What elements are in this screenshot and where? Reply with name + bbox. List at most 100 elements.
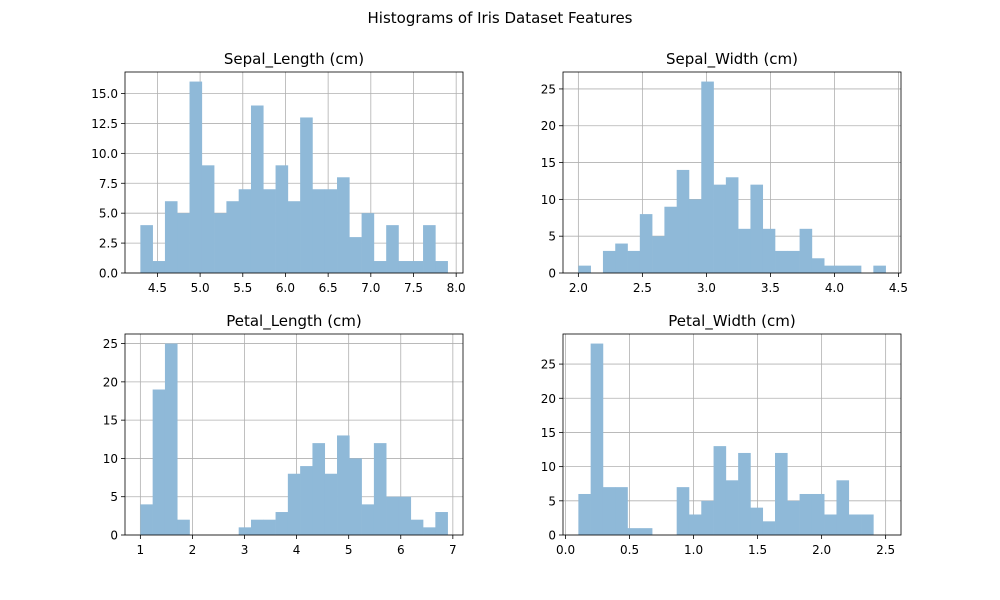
histogram-bar — [140, 225, 153, 273]
x-tick-label: 6 — [397, 543, 405, 557]
histogram-bar — [750, 507, 764, 535]
histogram-bar — [799, 493, 813, 535]
histogram-bar — [701, 81, 714, 273]
histogram-bar — [423, 527, 436, 535]
x-tick-label: 6.5 — [319, 281, 338, 295]
y-tick-label: 12.5 — [91, 117, 118, 131]
y-tick-label: 15 — [541, 426, 556, 440]
histogram-bar — [824, 514, 837, 535]
histogram-bar — [676, 169, 690, 273]
histogram-bar — [398, 496, 412, 535]
histogram-bar — [312, 189, 326, 273]
histogram-bar — [615, 243, 628, 273]
y-tick-label: 20 — [541, 392, 556, 406]
histogram-bar — [435, 261, 448, 273]
histogram-bar — [602, 487, 616, 535]
histogram-bar — [361, 213, 375, 273]
y-tick-label: 5 — [548, 230, 556, 244]
histogram-bar — [861, 514, 874, 535]
figure-title: Histograms of Iris Dataset Features — [367, 9, 633, 27]
histogram-bar — [811, 493, 825, 535]
histogram-bar — [639, 528, 653, 535]
x-tick-label: 1.5 — [748, 543, 767, 557]
histogram-bar — [263, 519, 276, 535]
x-tick-label: 4 — [293, 543, 301, 557]
axes-frame — [562, 71, 902, 274]
histogram-bar — [787, 500, 800, 535]
histogram-bar — [787, 250, 800, 273]
histogram-bar — [250, 519, 264, 535]
x-tick-label: 3.5 — [761, 281, 780, 295]
x-tick-label: 3 — [241, 543, 249, 557]
histogram-bar — [738, 228, 751, 273]
histogram-panel-3: 1 2 3 4 5 6 7 0 5 10 15 20 25 Petal_Length (cm) — [103, 312, 464, 557]
histogram-bar — [701, 500, 714, 535]
histogram-bars — [578, 343, 874, 535]
histogram-bar — [410, 519, 424, 535]
histogram-bar — [287, 201, 301, 273]
histogram-panel-1: 4.5 5.0 5.5 6.0 6.5 7.0 7.5 8.0 0.0 2.5 5.0 7.5 10.0… — [91, 50, 465, 295]
axes-frame — [562, 333, 902, 536]
histogram-bar — [615, 487, 628, 535]
histogram-bar — [386, 496, 399, 535]
histogram-bar — [799, 228, 813, 273]
axes-frame — [124, 71, 464, 274]
histogram-bar — [725, 480, 739, 535]
x-tick-label: 2.0 — [812, 543, 831, 557]
histogram-bar — [602, 250, 616, 273]
axes-frame — [124, 333, 464, 536]
y-tick-label: 10.0 — [91, 147, 118, 161]
x-tick-label: 7.5 — [404, 281, 423, 295]
y-tick-label: 10 — [541, 193, 556, 207]
panel-title: Sepal_Length (cm) — [224, 50, 364, 69]
histogram-panel-4: 0.0 0.5 1.0 1.5 2.0 2.5 0 5 10 15 20 25 Petal_Width … — [541, 312, 902, 557]
x-tick-label: 4.5 — [148, 281, 167, 295]
histogram-bar — [189, 81, 203, 273]
histogram-bar — [263, 189, 276, 273]
y-tick-label: 20 — [103, 375, 118, 389]
histogram-bar — [398, 261, 412, 273]
y-tick-label: 0 — [110, 529, 118, 543]
histogram-bar — [201, 165, 215, 273]
y-tick-label: 5 — [110, 490, 118, 504]
x-tick-label: 5.5 — [233, 281, 252, 295]
histogram-bars — [578, 81, 886, 273]
histogram-bar — [578, 265, 591, 273]
x-tick-label: 0.5 — [620, 543, 639, 557]
x-tick-label: 2.5 — [876, 543, 895, 557]
histogram-bar — [652, 236, 665, 273]
histogram-bar — [410, 261, 424, 273]
histogram-bar — [713, 446, 727, 535]
y-tick-label: 20 — [541, 119, 556, 133]
histogram-bar — [738, 452, 751, 535]
histogram-bar — [423, 225, 436, 273]
panel-title: Petal_Width (cm) — [668, 312, 795, 331]
histogram-bar — [762, 228, 776, 273]
x-tick-label: 8.0 — [447, 281, 466, 295]
histogram-bar — [848, 265, 862, 273]
histogram-bar — [713, 184, 727, 273]
y-tick-label: 10 — [541, 460, 556, 474]
histogram-bar — [836, 265, 850, 273]
x-tick-label: 7 — [449, 543, 457, 557]
histogram-bar — [312, 443, 326, 535]
histogram-bar — [177, 519, 190, 535]
y-tick-label: 2.5 — [99, 237, 118, 251]
x-tick-label: 4.5 — [889, 281, 908, 295]
histogram-bar — [848, 514, 862, 535]
histogram-bar — [664, 206, 677, 273]
histogram-bar — [275, 165, 289, 273]
histogram-bar — [275, 512, 289, 535]
histogram-bar — [811, 258, 825, 273]
histogram-bar — [775, 452, 788, 535]
histogram-bar — [836, 480, 850, 535]
histogram-bar — [300, 117, 313, 273]
histogram-bar — [349, 458, 362, 535]
histogram-bar — [164, 201, 178, 273]
histogram-bar — [324, 189, 338, 273]
histogram-bar — [287, 473, 301, 535]
y-tick-label: 0 — [548, 529, 556, 543]
histogram-bar — [164, 343, 178, 535]
y-tick-label: 0 — [548, 267, 556, 281]
histogram-bar — [824, 265, 837, 273]
